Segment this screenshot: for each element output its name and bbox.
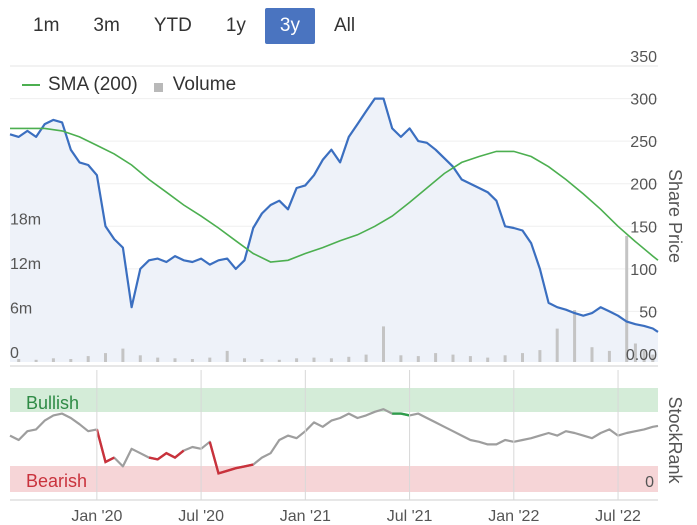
volume-bar <box>555 328 559 362</box>
range-button-1y[interactable]: 1y <box>211 8 261 44</box>
volume-bar <box>538 350 542 362</box>
range-button-3m[interactable]: 3m <box>78 8 134 44</box>
price-tick-label: 50 <box>639 304 657 321</box>
volume-bar <box>173 358 177 362</box>
chart-legend: SMA (200) Volume <box>22 72 252 98</box>
bearish-label: Bearish <box>26 471 87 491</box>
bullish-label: Bullish <box>26 393 79 413</box>
volume-bar <box>34 359 38 362</box>
volume-bar <box>260 359 264 362</box>
price-series-line <box>9 97 659 333</box>
price-tick-label: 250 <box>630 134 657 151</box>
x-tick-label: Jul '21 <box>387 508 433 525</box>
volume-tick-label: 0 <box>10 345 19 362</box>
volume-bar <box>121 348 125 362</box>
price-tick-label: 300 <box>630 92 657 109</box>
volume-bar <box>277 359 281 362</box>
stockrank-bullish-segment <box>392 412 410 417</box>
volume-bar <box>451 354 455 362</box>
volume-bar <box>486 357 490 362</box>
volume-bar <box>295 358 299 362</box>
volume-bar <box>312 357 316 362</box>
volume-bar <box>416 356 420 362</box>
volume-bar <box>364 354 368 362</box>
range-button-all[interactable]: All <box>319 8 370 44</box>
volume-bar <box>651 354 655 362</box>
volume-bar <box>633 343 637 362</box>
volume-bar <box>625 235 629 362</box>
bearish-band <box>10 466 658 492</box>
legend-volume-label: Volume <box>172 74 237 95</box>
stockrank-bearish-segment <box>95 429 115 464</box>
range-button-3y[interactable]: 3y <box>264 8 315 44</box>
volume-bar <box>590 347 594 362</box>
volume-bar <box>225 350 229 362</box>
stockrank-bearish-segment <box>208 441 254 475</box>
volume-bar <box>190 359 194 362</box>
volume-bar <box>104 353 107 362</box>
volume-bar <box>434 353 438 362</box>
sma-series-line <box>10 127 659 263</box>
volume-bar <box>382 326 385 362</box>
price-tick-label: 0.00 <box>626 347 657 364</box>
volume-bar <box>138 355 142 362</box>
stockrank-series-line <box>9 408 659 475</box>
x-tick-label: Jul '22 <box>595 508 641 525</box>
volume-tick-label: 18m <box>10 212 41 229</box>
volume-bar <box>329 358 333 362</box>
rank-tick-label: 0 <box>645 474 654 491</box>
share-price-axis-title: Share Price <box>665 169 685 263</box>
volume-bar <box>399 355 403 362</box>
legend-sma-label: SMA (200) <box>48 74 138 95</box>
range-button-ytd[interactable]: YTD <box>139 8 207 44</box>
x-tick-label: Jan '21 <box>280 508 331 525</box>
price-tick-label: 350 <box>630 49 657 66</box>
legend-item-sma[interactable]: SMA (200) <box>22 74 138 96</box>
volume-bar <box>521 353 524 362</box>
volume-bar <box>208 357 212 362</box>
range-selector: 1m 3m YTD 1y 3y All <box>18 8 370 44</box>
volume-tick-label: 6m <box>10 301 32 318</box>
volume-bar <box>17 359 21 362</box>
price-tick-label: 200 <box>630 177 657 194</box>
volume-tick-label: 12m <box>10 256 41 273</box>
volume-bar <box>86 356 90 362</box>
volume-bar <box>243 358 246 362</box>
price-tick-label: 150 <box>630 219 657 236</box>
price-area-fill <box>10 98 658 362</box>
volume-bar <box>642 350 646 362</box>
x-tick-label: Jan '20 <box>71 508 122 525</box>
volume-bar <box>503 355 507 362</box>
volume-bar <box>347 356 351 362</box>
volume-bar <box>573 310 577 362</box>
price-tick-label: 100 <box>630 262 657 279</box>
volume-bar <box>69 359 73 362</box>
stockrank-axis-title: StockRank <box>665 396 685 484</box>
sma-line-icon <box>22 84 40 86</box>
volume-bar <box>607 350 611 362</box>
x-tick-label: Jan '22 <box>488 508 539 525</box>
volume-bar <box>51 358 55 362</box>
volume-bar <box>156 357 160 362</box>
volume-bar <box>468 356 472 362</box>
bullish-band <box>10 388 658 412</box>
x-tick-label: Jul '20 <box>178 508 224 525</box>
stockrank-bearish-segment <box>148 449 185 461</box>
volume-square-icon <box>153 82 163 92</box>
range-button-1m[interactable]: 1m <box>18 8 74 44</box>
legend-item-volume[interactable]: Volume <box>153 74 237 96</box>
